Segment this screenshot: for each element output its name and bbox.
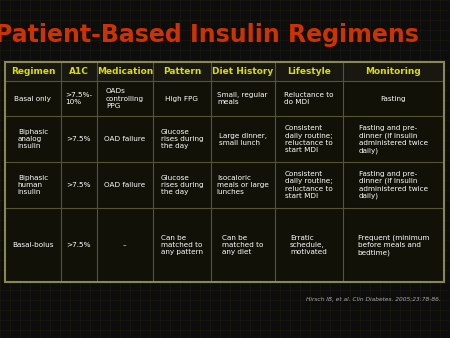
Text: Medication: Medication <box>97 67 153 76</box>
Text: Regimen: Regimen <box>11 67 55 76</box>
Text: –: – <box>123 242 126 248</box>
Text: Monitoring: Monitoring <box>365 67 421 76</box>
Text: Basal only: Basal only <box>14 96 51 102</box>
Text: High FPG: High FPG <box>166 96 198 102</box>
Text: Consistent
daily routine;
reluctance to
start MDI: Consistent daily routine; reluctance to … <box>285 171 333 199</box>
Bar <box>5 62 444 81</box>
Text: Fasting and pre-
dinner (if insulin
administered twice
daily): Fasting and pre- dinner (if insulin admi… <box>359 171 428 199</box>
Text: Erratic
schedule,
motivated: Erratic schedule, motivated <box>290 235 327 255</box>
Text: Fasting and pre-
dinner (if insulin
administered twice
daily): Fasting and pre- dinner (if insulin admi… <box>359 125 428 153</box>
Text: OADs
controlling
PPG: OADs controlling PPG <box>106 89 144 109</box>
Text: Reluctance to
do MDI: Reluctance to do MDI <box>284 92 333 105</box>
Text: >7.5%-
10%: >7.5%- 10% <box>65 92 92 105</box>
Text: Lifestyle: Lifestyle <box>287 67 330 76</box>
Text: Fasting: Fasting <box>381 96 406 102</box>
Text: Consistent
daily routine;
reluctance to
start MDI: Consistent daily routine; reluctance to … <box>285 125 333 153</box>
Text: Isocaloric
meals or large
lunches: Isocaloric meals or large lunches <box>217 175 269 195</box>
Text: OAD failure: OAD failure <box>104 182 145 188</box>
Text: Pattern: Pattern <box>163 67 201 76</box>
Bar <box>5 62 444 282</box>
Text: OAD failure: OAD failure <box>104 136 145 142</box>
Text: Diet History: Diet History <box>212 67 273 76</box>
Text: >7.5%: >7.5% <box>67 242 91 248</box>
Text: >7.5%: >7.5% <box>67 182 91 188</box>
Text: Large dinner,
small lunch: Large dinner, small lunch <box>219 132 267 146</box>
Text: >7.5%: >7.5% <box>67 136 91 142</box>
Text: Glucose
rises during
the day: Glucose rises during the day <box>161 175 203 195</box>
Text: Basal-bolus: Basal-bolus <box>12 242 54 248</box>
Text: Can be
matched to
any pattern: Can be matched to any pattern <box>161 235 203 255</box>
Text: Hirsch IB, et al. Clin Diabetes. 2005;23:78-86.: Hirsch IB, et al. Clin Diabetes. 2005;23… <box>306 297 441 302</box>
Text: Small, regular
meals: Small, regular meals <box>217 92 268 105</box>
Text: Frequent (minimum
before meals and
bedtime): Frequent (minimum before meals and bedti… <box>358 234 429 256</box>
Text: Glucose
rises during
the day: Glucose rises during the day <box>161 129 203 149</box>
Text: Biphasic
analog
insulin: Biphasic analog insulin <box>18 129 48 149</box>
Bar <box>5 62 444 282</box>
Text: Can be
matched to
any diet: Can be matched to any diet <box>222 235 263 255</box>
Text: Biphasic
human
insulin: Biphasic human insulin <box>18 175 48 195</box>
Text: Patient-Based Insulin Regimens: Patient-Based Insulin Regimens <box>0 23 419 47</box>
Text: A1C: A1C <box>69 67 89 76</box>
